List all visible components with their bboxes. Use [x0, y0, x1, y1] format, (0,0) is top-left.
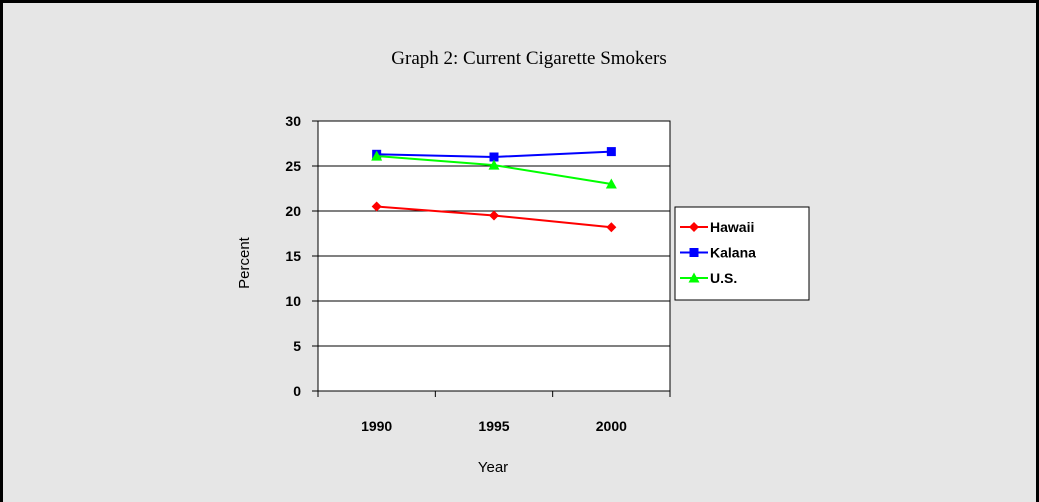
legend-label-hawaii: Hawaii [710, 219, 754, 235]
x-tick-label: 1995 [478, 418, 509, 434]
series-group [371, 147, 617, 233]
data-point-u-s [371, 150, 383, 161]
data-point-hawaii [489, 210, 499, 221]
x-axis-label: Year [478, 459, 508, 476]
legend-entry-hawaii: Hawaii [680, 219, 754, 235]
y-tick-label: 10 [285, 293, 301, 309]
legend-entry-kalana: Kalana [680, 245, 756, 261]
y-axis-label: Percent [236, 236, 253, 289]
data-point-hawaii [371, 201, 382, 212]
y-tick-label: 15 [285, 248, 301, 264]
chart-title: Graph 2: Current Cigarette Smokers [391, 48, 666, 69]
y-axis-ticks: 0 5 10 15 20 25 30 [285, 113, 318, 399]
series-hawaii [371, 201, 617, 233]
data-point-kalana [606, 147, 616, 157]
x-axis-ticks: 1990 1995 2000 [317, 391, 671, 434]
legend-marker-u-s [688, 272, 700, 283]
legend-label-kalana: Kalana [710, 245, 756, 261]
y-tick-label: 20 [285, 203, 301, 219]
y-tick-label: 0 [293, 383, 301, 399]
legend-marker-hawaii [689, 222, 699, 232]
data-point-u-s [488, 159, 500, 170]
data-point-kalana [489, 152, 499, 162]
data-point-hawaii [606, 222, 617, 233]
series-u-s [371, 150, 617, 189]
legend-label-u-s: U.S. [710, 270, 737, 286]
legend-marker-kalana [689, 248, 699, 257]
x-tick-label: 2000 [596, 418, 627, 434]
y-tick-label: 25 [285, 158, 301, 174]
y-tick-label: 5 [293, 338, 301, 354]
legend: Hawaii Kalana U.S. [674, 206, 810, 301]
data-point-u-s [605, 178, 617, 189]
legend-entry-u-s: U.S. [680, 270, 737, 286]
y-tick-label: 30 [285, 113, 301, 129]
x-tick-label: 1990 [361, 418, 392, 434]
